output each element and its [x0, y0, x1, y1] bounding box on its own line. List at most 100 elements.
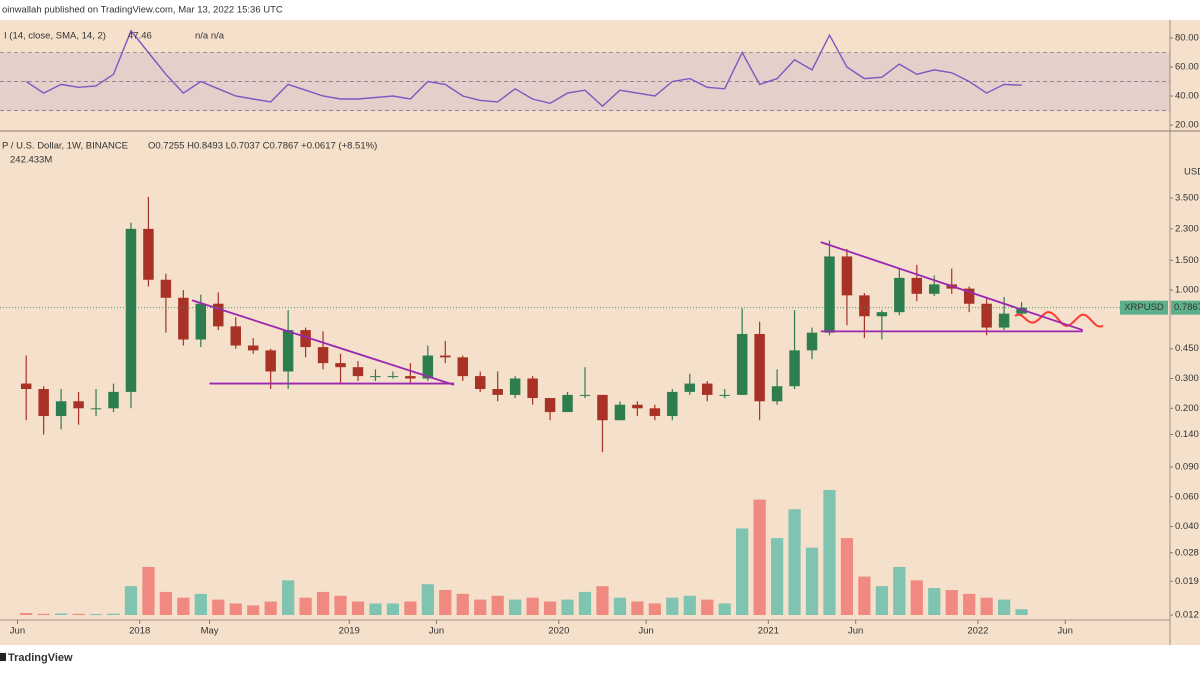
rsi-tick-label: 20.00	[1175, 120, 1199, 131]
volume-bar	[561, 599, 574, 615]
time-tick-label: May	[201, 626, 219, 637]
candle-body	[160, 279, 172, 298]
price-tag-value: 0.7867	[1174, 302, 1200, 313]
candle-body	[911, 277, 923, 294]
time-tick-label: 2019	[339, 626, 360, 637]
time-tick-label: Jun	[1058, 626, 1073, 637]
volume-bar	[369, 603, 382, 615]
candles	[20, 196, 1028, 615]
candle-body	[859, 295, 870, 317]
volume-bar	[1015, 609, 1028, 615]
volume-bar	[840, 538, 854, 615]
volume-bar	[439, 590, 452, 615]
candle-body	[998, 313, 1010, 328]
candle-body	[702, 383, 713, 395]
volume-bar	[474, 599, 487, 615]
legend-volume: 242.433M	[10, 155, 52, 166]
rsi-legend-name: I (14, close, SMA, 14, 2)	[4, 31, 106, 42]
candle-body	[736, 333, 748, 395]
volume-bar	[823, 490, 836, 615]
volume-bar	[55, 613, 68, 615]
candle-body	[876, 312, 888, 317]
time-tick-label: Jun	[638, 626, 653, 637]
publisher: oinwallah published on TradingView.com, …	[2, 5, 283, 16]
trendline	[191, 299, 455, 386]
price-tick-label: 0.040	[1175, 521, 1199, 532]
volume-bar	[875, 586, 888, 615]
price-unit: USD	[1184, 167, 1200, 178]
volume-bar	[963, 593, 976, 615]
candle-body	[1016, 307, 1027, 314]
candle-body	[667, 391, 678, 417]
candle-body	[614, 404, 626, 421]
time-tick-label: 2018	[129, 626, 150, 637]
volume-bar	[858, 576, 871, 615]
candle-body	[247, 345, 259, 351]
candle-body	[335, 363, 346, 368]
volume-bar	[718, 603, 731, 615]
candle-body	[632, 404, 643, 409]
volume-bar	[247, 605, 260, 615]
trendline	[820, 241, 1083, 331]
footer-brand: TradingView	[8, 652, 73, 664]
volume-bar	[177, 597, 190, 615]
candle-body	[824, 256, 835, 333]
volume-bar	[805, 547, 819, 615]
price-tick-label: 1.500	[1175, 255, 1199, 266]
volume-bar	[578, 591, 592, 615]
volume-bar	[404, 601, 417, 615]
volume-bar	[997, 599, 1011, 615]
price-tick-label: 3.500	[1175, 193, 1199, 204]
volume-bar	[509, 599, 522, 615]
price-tag-label: XRPUSD	[1124, 302, 1164, 313]
candle-body	[20, 383, 32, 390]
volume-bar	[142, 566, 155, 615]
volume-bar	[770, 538, 784, 615]
volume-bar	[124, 586, 138, 615]
volume-bar	[543, 601, 557, 615]
volume-bar	[683, 595, 696, 615]
candle-body	[440, 355, 451, 358]
volume-bar	[788, 509, 801, 615]
price-tick-label: 0.019	[1175, 576, 1199, 587]
candle-body	[213, 303, 224, 327]
candle-body	[282, 330, 294, 372]
candle-body	[649, 408, 661, 417]
price-tick-label: 0.450	[1175, 343, 1199, 354]
rsi-tick-label: 40.00	[1175, 91, 1199, 102]
price-tick-label: 0.090	[1175, 461, 1199, 472]
candle-body	[684, 383, 696, 392]
volume-bar	[20, 613, 33, 615]
candle-body	[265, 350, 276, 372]
volume-bar	[491, 595, 504, 615]
price-tick-label: 0.200	[1175, 403, 1199, 414]
volume-bar	[648, 603, 661, 615]
rsi-legend-value: 47.46	[128, 31, 152, 42]
candle-body	[90, 408, 102, 410]
volume-bar	[282, 580, 295, 615]
candle-body	[562, 394, 573, 413]
price-tag-value-box	[1171, 300, 1200, 315]
price-tick-label: 0.028	[1175, 547, 1199, 558]
candle-body	[143, 228, 154, 280]
volume-bar	[299, 597, 312, 615]
candle-body	[125, 228, 137, 392]
time-tick-label: 2022	[967, 626, 988, 637]
candle-body	[963, 288, 975, 304]
price-tick-label: 0.060	[1175, 491, 1199, 502]
time-tick-label: 2021	[758, 626, 779, 637]
volume-bar	[159, 591, 173, 615]
rsi-tick-label: 60.00	[1175, 62, 1199, 73]
volume-bar	[194, 593, 207, 615]
candle-body	[387, 376, 399, 378]
legend-symbol: P / U.S. Dollar, 1W, BINANCE	[2, 141, 128, 152]
volume-bar	[229, 603, 242, 615]
volume-bar	[89, 614, 103, 615]
volume-bar	[37, 613, 50, 615]
candle-body	[806, 332, 818, 351]
rsi-tick-label: 80.00	[1175, 33, 1199, 44]
candle-body	[527, 378, 538, 399]
candle-body	[579, 394, 591, 396]
volume-bar	[107, 613, 120, 615]
candle-body	[841, 256, 853, 296]
